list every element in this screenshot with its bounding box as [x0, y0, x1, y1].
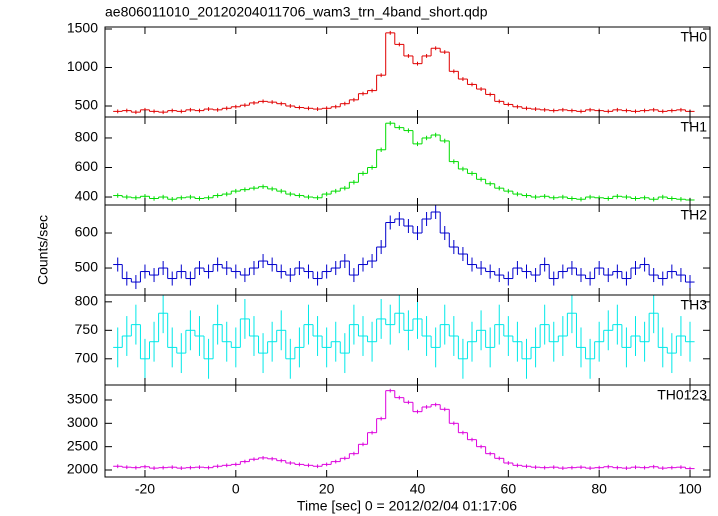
y-tick-label: 3500 [67, 391, 98, 407]
y-tick-label: 600 [75, 224, 99, 240]
y-tick-label: 750 [75, 321, 99, 337]
y-tick-label: 400 [75, 188, 99, 204]
chart-title: ae806011010_20120204011706_wam3_trn_4ban… [105, 4, 488, 20]
panel-frame [104, 204, 711, 296]
x-tick-label: 0 [232, 481, 240, 497]
x-tick-label: 100 [678, 481, 702, 497]
x-tick-label: 40 [410, 481, 426, 497]
y-tick-label: 700 [75, 350, 99, 366]
y-tick-label: 800 [75, 129, 99, 145]
x-tick-label: 60 [501, 481, 517, 497]
y-tick-label: 800 [75, 293, 99, 309]
y-tick-label: 2000 [67, 461, 98, 477]
panel-label: TH2 [681, 207, 708, 223]
y-tick-label: 500 [75, 97, 99, 113]
panel-label: TH0 [681, 29, 708, 45]
y-tick-label: 1500 [67, 20, 98, 36]
y-axis-label: Counts/sec [35, 215, 51, 285]
panel-frame [104, 384, 711, 478]
panel-label: TH1 [681, 119, 708, 135]
panel-frame [104, 26, 711, 118]
panel-label: TH3 [681, 297, 708, 313]
y-tick-label: 600 [75, 158, 99, 174]
x-tick-label: 80 [591, 481, 607, 497]
panel-label: TH0123 [657, 387, 707, 403]
y-tick-label: 2500 [67, 437, 98, 453]
y-tick-label: 500 [75, 259, 99, 275]
y-tick-label: 1000 [67, 58, 98, 74]
panel-frame [104, 294, 711, 386]
x-tick-label: -20 [135, 481, 155, 497]
x-axis-label: Time [sec] 0 = 2012/02/04 01:17:06 [297, 498, 517, 514]
y-tick-label: 3000 [67, 414, 98, 430]
x-tick-label: 20 [319, 481, 335, 497]
